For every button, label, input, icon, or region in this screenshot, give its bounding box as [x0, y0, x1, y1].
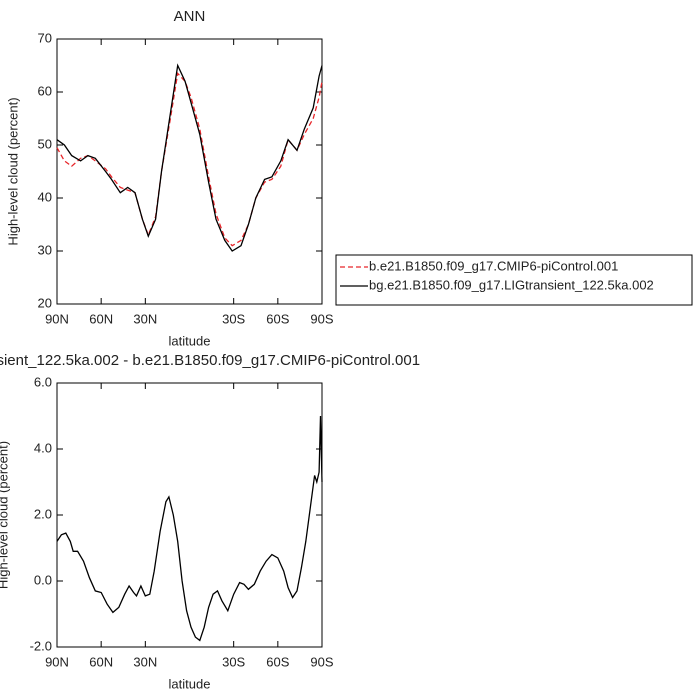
x-tick-label: 30S	[222, 311, 245, 326]
y-tick-label: -2.0	[30, 638, 52, 653]
y-tick-label: 2.0	[34, 506, 52, 521]
legend-label: bg.e21.B1850.f09_g17.LIGtransient_122.5k…	[369, 277, 654, 292]
y-tick-label: 4.0	[34, 440, 52, 455]
data-line	[56, 63, 323, 252]
x-tick-label: 60S	[266, 311, 289, 326]
chart-title: Gtransient_122.5ka.002 - b.e21.B1850.f09…	[0, 352, 420, 369]
legend-label: b.e21.B1850.f09_g17.CMIP6-piControl.001	[369, 258, 618, 273]
y-tick-label: 50	[38, 136, 52, 151]
x-axis-label: latitude	[169, 333, 211, 348]
x-tick-label: 30N	[133, 654, 157, 669]
plot-frame	[56, 38, 323, 305]
y-axis-label: High-level cloud (percent)	[5, 97, 20, 245]
y-axis-label: High-level cloud (percent)	[0, 441, 10, 589]
y-tick-label: 70	[38, 30, 52, 45]
x-tick-label: 90S	[310, 654, 333, 669]
chart-title: ANN	[174, 8, 206, 25]
x-tick-label: 60N	[89, 654, 113, 669]
x-tick-label: 90N	[45, 654, 69, 669]
y-tick-label: 40	[38, 189, 52, 204]
x-axis-label: latitude	[169, 676, 211, 691]
y-tick-label: 0.0	[34, 572, 52, 587]
x-tick-label: 90N	[45, 311, 69, 326]
y-tick-label: 20	[38, 295, 52, 310]
x-tick-label: 60N	[89, 311, 113, 326]
data-line	[56, 415, 323, 642]
legend-box	[335, 254, 693, 306]
x-tick-label: 30N	[133, 311, 157, 326]
x-tick-label: 60S	[266, 654, 289, 669]
y-tick-label: 60	[38, 83, 52, 98]
x-tick-label: 90S	[310, 311, 333, 326]
x-tick-label: 30S	[222, 654, 245, 669]
plot-frame	[56, 382, 323, 648]
y-tick-label: 6.0	[34, 374, 52, 389]
y-tick-label: 30	[38, 242, 52, 257]
